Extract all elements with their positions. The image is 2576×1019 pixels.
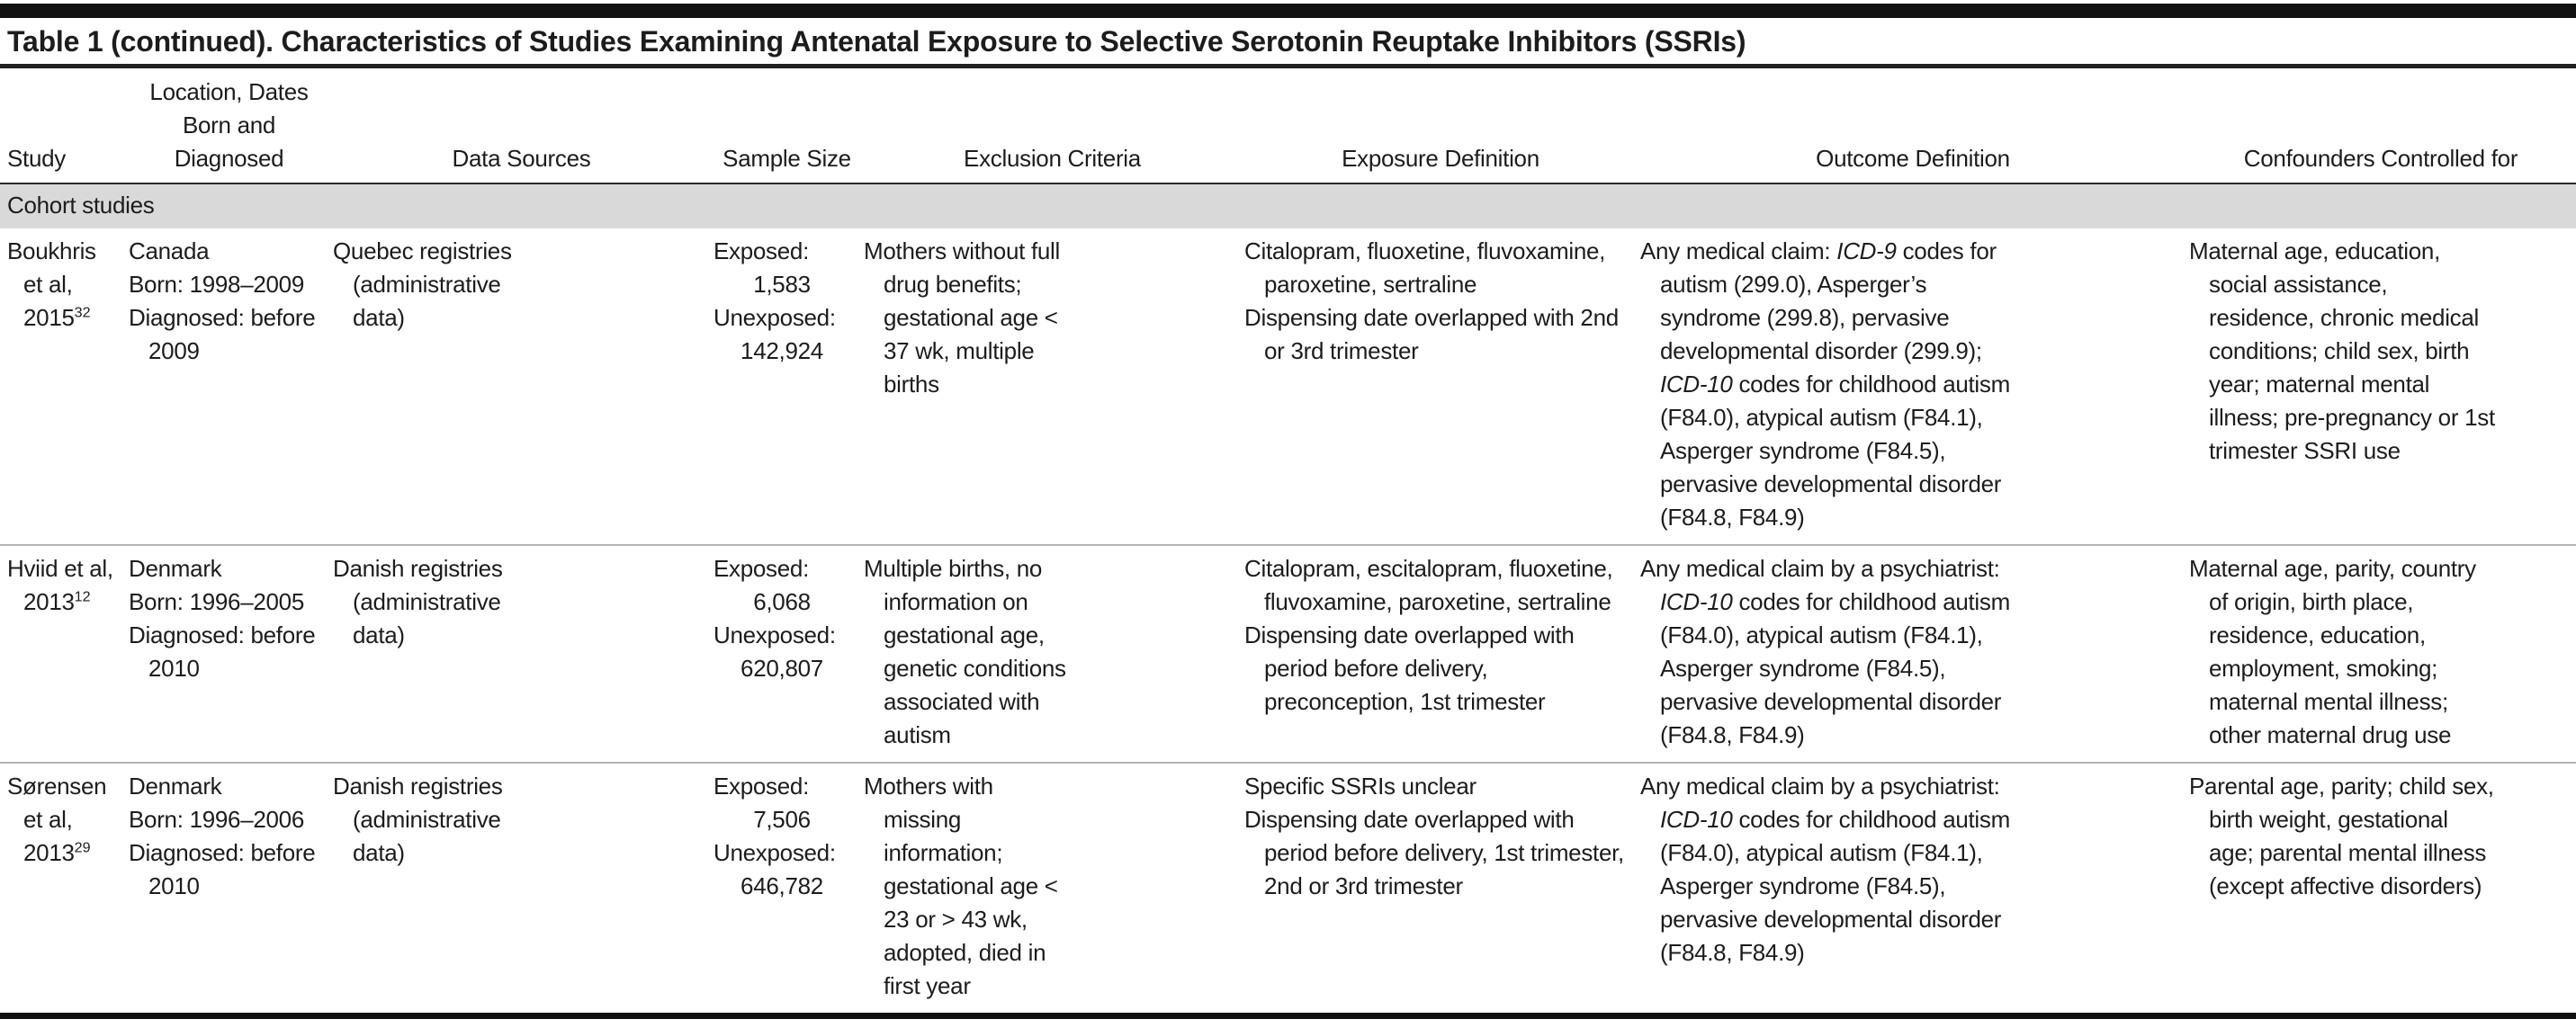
cell-study: Sørensen et al, 201329: [0, 762, 129, 1013]
cell-exclusion-criteria: Mothers without full drug benefits; gest…: [864, 237, 1060, 398]
cell-confounders: Maternal age, education, social assistan…: [2189, 237, 2495, 464]
cell-confounders: Parental age, parity; child sex, birth w…: [2189, 762, 2576, 1013]
section-header-cohort-studies: Cohort studies: [0, 183, 2576, 228]
cell-exposure-definition: Specific SSRIs unclear Dispensing date ov…: [1244, 762, 1640, 1013]
cell-data-sources: Quebec registries (administrative data): [333, 237, 512, 331]
cell-exposure-definition: Citalopram, escitalopram, fluoxetine, fl…: [1244, 544, 1640, 763]
section-label: Cohort studies: [0, 183, 2576, 228]
cell-outcome-definition: Any medical claim by a psychiatrist: ICD…: [1640, 762, 2189, 1013]
cell-location-dates: Denmark Born: 1996–2006 Diagnosed: before …: [129, 762, 333, 1013]
cell-confounders: Maternal age, parity, country of origin,…: [2189, 544, 2576, 763]
top-rule-bar: [0, 4, 2576, 18]
cell-sample-size: Exposed: 1,583 Unexposed: 142,924: [714, 237, 836, 364]
column-header-study: Study: [0, 68, 129, 184]
column-header-confounders: Confounders Controlled for: [2189, 68, 2576, 184]
cell-location-dates: Denmark Born: 1996–2005 Diagnosed: before …: [129, 544, 333, 763]
cell-study: Boukhris et al, 201532: [7, 237, 96, 331]
cell-study: Hviid et al, 201312: [0, 544, 129, 763]
table-row: Boukhris et al, 201532 Canada Born: 1998–…: [0, 228, 2576, 545]
cell-sample-size: Exposed: 6,068 Unexposed: 620,807: [714, 544, 864, 763]
table-row: Sørensen et al, 201329 Denmark Born: 1996…: [0, 762, 2576, 1013]
cell-exposure-definition: Citalopram, fluoxetine, fluvoxamine, par…: [1244, 237, 1619, 364]
column-header-location-dates: Location, Dates Born and Diagnosed: [129, 68, 333, 184]
cell-outcome-definition: Any medical claim by a psychiatrist: ICD…: [1640, 544, 2189, 763]
study-characteristics-table: Study Location, Dates Born and Diagnosed…: [0, 68, 2576, 1013]
column-header-outcome-definition: Outcome Definition: [1640, 68, 2189, 184]
table-row: Hviid et al, 201312 Denmark Born: 1996–20…: [0, 544, 2576, 763]
cell-data-sources: Danish registries (administrative data): [333, 544, 714, 763]
column-header-sample-size: Sample Size: [714, 68, 864, 184]
cell-data-sources: Danish registries (administrative data): [333, 762, 714, 1013]
cell-outcome-definition: Any medical claim: ICD-9 codes for autis…: [1640, 237, 2010, 531]
bottom-rule-bar: [0, 1013, 2576, 1019]
table-header: Study Location, Dates Born and Diagnosed…: [0, 68, 2576, 184]
column-header-data-sources: Data Sources: [333, 68, 714, 184]
cell-exclusion-criteria: Multiple births, no information on gesta…: [864, 544, 1244, 763]
title-divider: [0, 64, 2576, 68]
table-title: Table 1 (continued). Characteristics of …: [7, 25, 1746, 58]
cell-sample-size: Exposed: 7,506 Unexposed: 646,782: [714, 762, 864, 1013]
cell-location-dates: Canada Born: 1998–2009 Diagnosed: before 2…: [129, 237, 316, 364]
column-header-exclusion-criteria: Exclusion Criteria: [864, 68, 1244, 184]
column-header-exposure-definition: Exposure Definition: [1244, 68, 1640, 184]
cell-exclusion-criteria: Mothers with missing information; gestat…: [864, 762, 1244, 1013]
